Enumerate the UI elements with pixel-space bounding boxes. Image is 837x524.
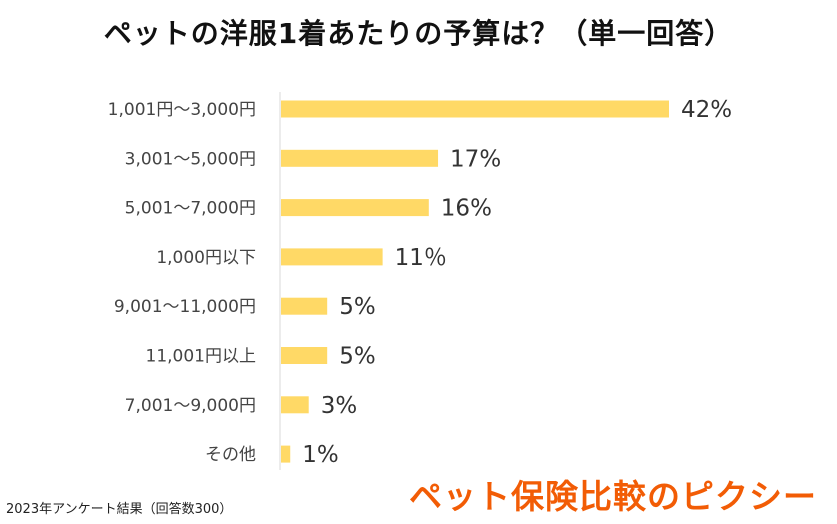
category-label: 5,001〜7,000円 (125, 199, 256, 219)
value-label: 42% (681, 97, 732, 123)
category-label: その他 (205, 445, 256, 465)
bar (281, 396, 309, 414)
value-label: 5% (339, 294, 376, 320)
value-label: 5% (339, 344, 376, 370)
value-label: 3% (321, 393, 358, 419)
category-label: 1,000円以下 (156, 248, 256, 268)
category-label: 3,001〜5,000円 (125, 149, 256, 169)
category-label: 7,001〜9,000円 (125, 396, 256, 416)
bar (281, 445, 291, 463)
category-label: 9,001〜11,000円 (114, 297, 256, 317)
value-label: 17% (450, 146, 501, 172)
value-label: 16% (441, 196, 492, 222)
brand-logo: ペット保険比較のピクシー (409, 477, 817, 516)
chart-title: ペットの洋服1着あたりの予算は？（単一回答） (103, 17, 734, 50)
bar-group: 1,001円〜3,000円 42% 3,001〜5,000円 17% 5,001〜7,0… (108, 97, 732, 468)
category-label: 11,001円以上 (146, 347, 256, 367)
bar (281, 347, 328, 364)
bar (281, 149, 439, 167)
bar (281, 248, 383, 266)
bar (281, 100, 669, 118)
survey-footnote: 2023年アンケート結果（回答数300） (6, 502, 233, 517)
bar (281, 297, 328, 315)
category-label: 1,001円〜3,000円 (108, 100, 256, 120)
bar (281, 199, 429, 217)
value-label: 11％ (395, 245, 447, 271)
value-label: 1% (302, 442, 339, 468)
